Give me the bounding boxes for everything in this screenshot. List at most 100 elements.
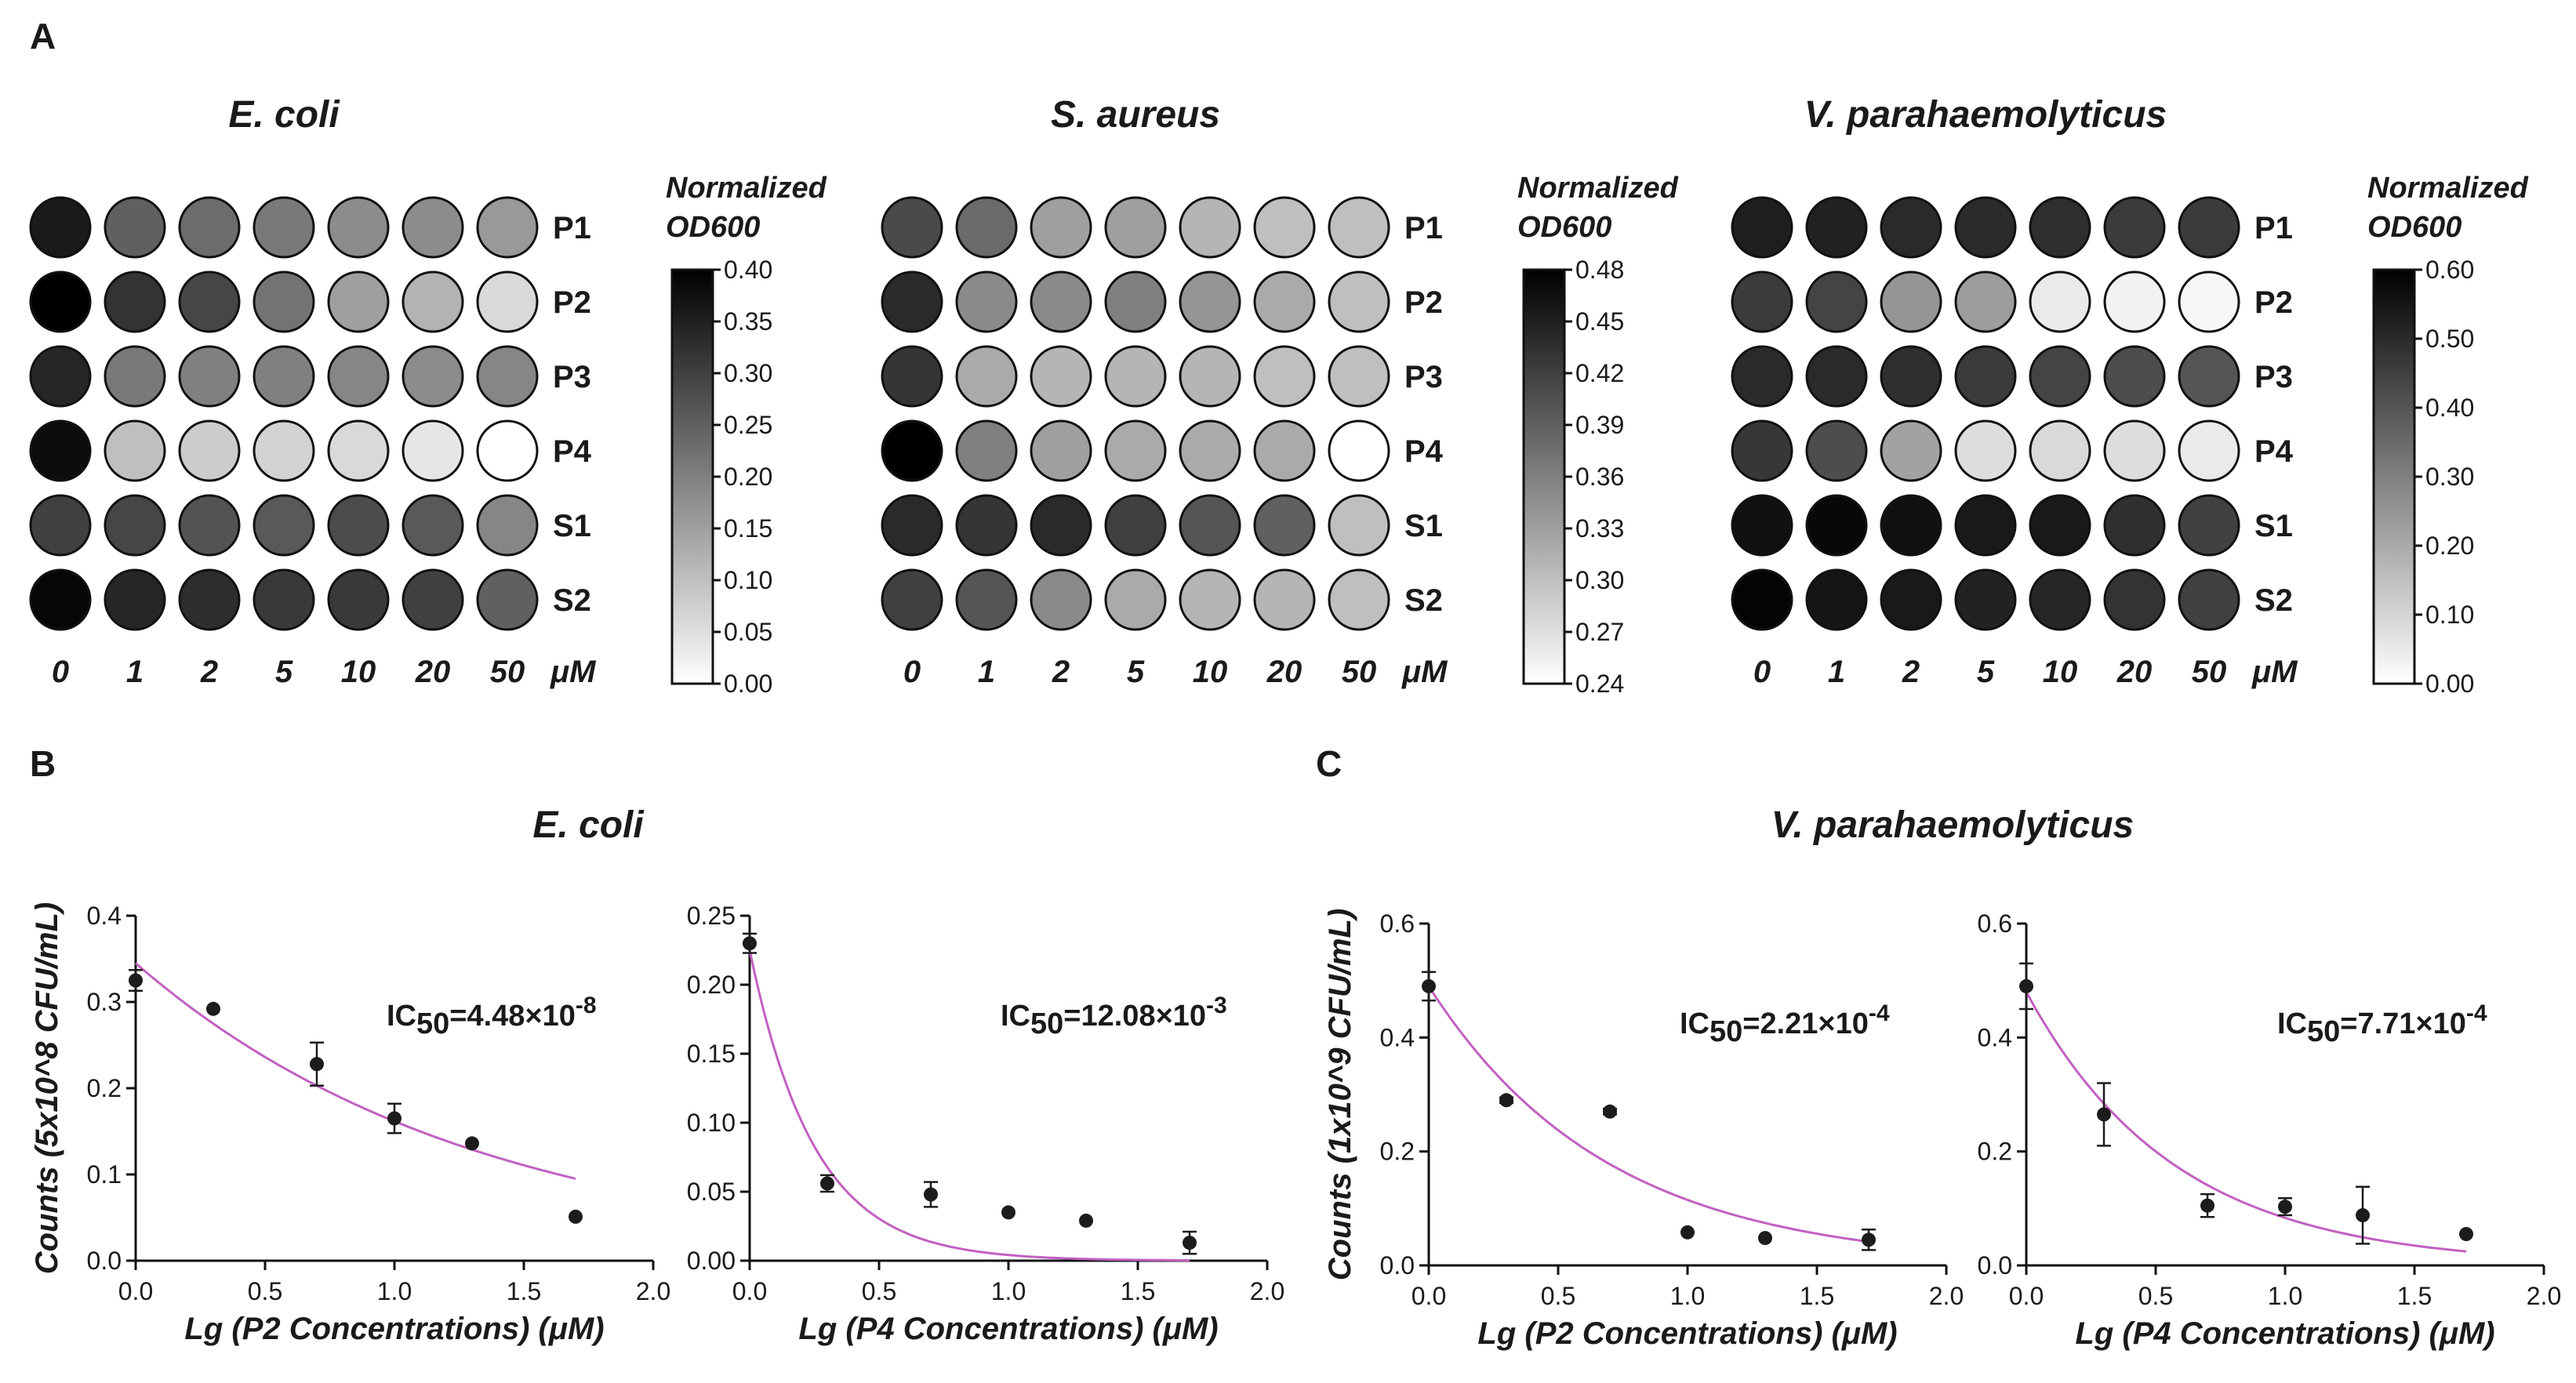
heatmap-cell	[253, 196, 315, 259]
data-point	[2200, 1198, 2214, 1213]
chart: 0.0 0.5 1.0 1.5 2.0 0.0 0.1 0.2 0.3 0.4 IC50=4.48×…	[30, 902, 670, 1346]
x-tick-label: 0.0	[1412, 1282, 1446, 1310]
data-point	[2097, 1107, 2111, 1122]
x-tick-label: 1.0	[1670, 1282, 1705, 1310]
heatmap-cell	[1328, 494, 1390, 557]
heatmap-cell	[476, 494, 539, 557]
colorbar-tick-label: 0.35	[724, 307, 772, 336]
colorbar	[670, 268, 714, 685]
chart: 0.0 0.5 1.0 1.5 2.0 0.0 0.2 0.4 0.6 IC50=2.21×10-…	[1323, 909, 1964, 1351]
x-tick-label: 1.5	[1121, 1277, 1155, 1305]
x-tick-label: 2.0	[1929, 1282, 1964, 1310]
heatmap-cell	[1954, 419, 2017, 482]
heatmap-cell	[1954, 568, 2017, 631]
heatmap-cell	[1880, 419, 1942, 482]
heatmap-cell	[1179, 419, 1241, 482]
x-tick-label: 0.5	[2138, 1282, 2173, 1310]
heatmap-cell	[327, 196, 390, 259]
heatmap-row-label: S2	[2254, 583, 2293, 618]
heatmap-cell	[2178, 196, 2240, 259]
ic50-subscript: 50	[1709, 1015, 1742, 1048]
ic50-charts: 0.0 0.5 1.0 1.5 2.00.00.10.20.30.4IC50=4.48×…	[30, 902, 2561, 1351]
heatmap-cell	[1030, 196, 1092, 259]
heatmap-cell	[401, 568, 464, 631]
y-axis-title: Counts (5x10^8 CFU/mL)	[30, 902, 64, 1275]
colorbar-tick-label: 0.20	[2425, 532, 2474, 560]
ic50-subscript: 50	[2307, 1015, 2340, 1048]
heatmap-row-label: P3	[1404, 360, 1443, 394]
heatmap-cell	[1731, 568, 1793, 631]
heatmap-cell	[253, 568, 315, 631]
x-axis-title: Lg (P4 Concentrations) (μM)	[798, 1312, 1218, 1346]
data-point	[1001, 1205, 1016, 1220]
y-tick-label: 0.2	[1380, 1138, 1415, 1166]
heatmap-cell	[2029, 345, 2091, 408]
heatmap-cell	[1328, 345, 1390, 408]
heatmap-cell	[401, 345, 464, 408]
heatmap-col-label: 0	[52, 655, 69, 689]
heatmap-panel: E. coli P1 P2 P3 P4 S1 S2 0 1 2 5 10 20 50 μM Normalize…	[29, 94, 827, 698]
colorbar-tick-label: 0.15	[724, 514, 772, 543]
heatmap-cell	[955, 568, 1018, 631]
heatmap-row-label: P2	[1404, 285, 1443, 320]
heatmap-cell	[1731, 494, 1793, 557]
colorbar-tick-label: 0.40	[2425, 394, 2474, 422]
x-tick-label: 0.0	[118, 1277, 153, 1305]
fit-curve	[2025, 991, 2467, 1253]
heatmap-cell	[327, 494, 390, 557]
colorbar	[2372, 268, 2416, 685]
heatmap-col-label: 5	[1977, 655, 1995, 689]
heatmap-cell	[1805, 270, 1868, 333]
y-tick-label: 0.6	[1380, 909, 1415, 938]
data-point	[2019, 978, 2033, 993]
heatmap-cell	[955, 196, 1018, 259]
heatmap-cell	[1805, 196, 1868, 259]
chart-title-c: V. parahaemolyticus	[1771, 804, 2134, 846]
heatmap-cell	[1805, 568, 1868, 631]
y-tick-label: 0.0	[1380, 1251, 1415, 1280]
heatmap-cell	[2103, 568, 2166, 631]
ic50-value: =4.48×10	[449, 1000, 576, 1033]
heatmap-unit-label: μM	[1401, 655, 1448, 689]
heatmap-title: S. aureus	[1051, 94, 1220, 136]
data-point	[1422, 978, 1436, 993]
colorbar-tick-label: 0.40	[724, 256, 772, 284]
heatmap-cell	[1030, 345, 1092, 408]
heatmap-cell	[1954, 270, 2017, 333]
heatmap-row-label: P4	[1404, 434, 1444, 469]
heatmap-col-label: 5	[1127, 655, 1145, 689]
heatmap-unit-label: μM	[550, 655, 597, 689]
heatmap-col-label: 2	[1052, 655, 1070, 689]
heatmap-cell	[327, 419, 390, 482]
y-tick-label: 0.0	[87, 1247, 122, 1275]
heatmap-cell	[881, 419, 943, 482]
data-point	[129, 973, 143, 988]
heatmap-row-label: P3	[2254, 360, 2293, 394]
heatmap-cell	[2178, 419, 2240, 482]
heatmap-row-label: P1	[1404, 211, 1443, 245]
heatmap-cell	[327, 345, 390, 408]
colorbar-tick-label: 0.48	[1575, 256, 1624, 284]
x-axis-title: Lg (P2 Concentrations) (μM)	[1477, 1316, 1897, 1351]
x-tick-label: 0.0	[2009, 1282, 2044, 1310]
colorbar-tick-label: 0.27	[1575, 618, 1624, 646]
x-tick-label: 2.0	[1250, 1277, 1284, 1305]
heatmap-cell	[1253, 419, 1316, 482]
ic50-label: IC	[1001, 1000, 1030, 1033]
heatmap-col-label: 20	[2116, 655, 2153, 689]
heatmap-col-label: 1	[1828, 655, 1845, 689]
colorbar-tick-label: 0.00	[2425, 670, 2474, 698]
y-tick-label: 0.25	[687, 902, 736, 930]
heatmap-col-label: 50	[490, 655, 525, 689]
colorbar-tick-label: 0.30	[724, 359, 772, 387]
y-tick-label: 0.3	[87, 988, 122, 1016]
heatmap-cell	[881, 270, 943, 333]
colorbar-tick-label: 0.45	[1575, 307, 1624, 336]
colorbar-title: OD600	[666, 211, 760, 244]
colorbar-tick-label: 0.33	[1575, 514, 1624, 543]
heatmap-cell	[104, 494, 166, 557]
heatmap-cell	[2103, 494, 2166, 557]
x-tick-label: 1.0	[2268, 1282, 2302, 1310]
heatmap-cell	[1253, 494, 1316, 557]
